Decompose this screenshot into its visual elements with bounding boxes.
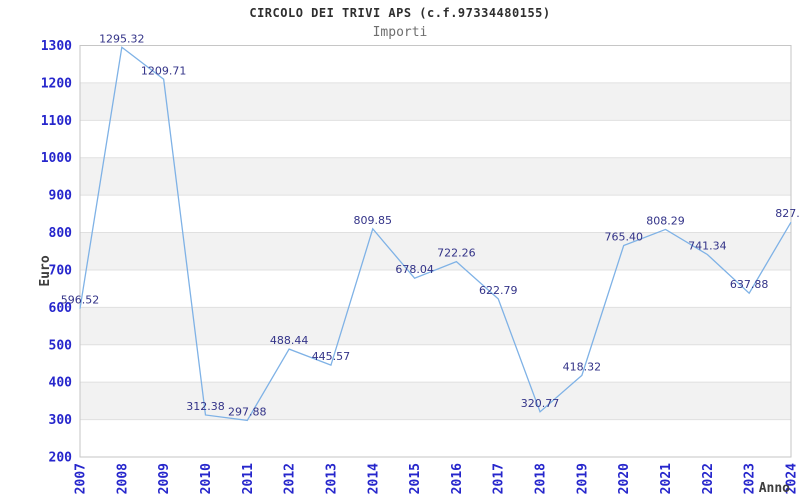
plot-band [80, 82, 791, 121]
plot-band [80, 382, 791, 420]
x-tick-label: 2018 [534, 463, 549, 494]
y-tick-label: 400 [49, 376, 73, 391]
plot-band [80, 307, 791, 345]
chart-subtitle: Importi [372, 25, 428, 40]
x-axis-title: Anno [759, 481, 790, 496]
point-label: 297.88 [228, 405, 267, 418]
point-label: 622.79 [479, 284, 518, 297]
y-tick-label: 300 [49, 413, 73, 428]
point-label: 827.8 [775, 207, 800, 220]
chart-title: CIRCOLO DEI TRIVI APS (c.f.97334480155) [249, 6, 551, 20]
point-label: 678.04 [395, 263, 434, 276]
point-label: 741.34 [688, 239, 727, 252]
y-tick-label: 500 [49, 338, 73, 353]
point-label: 488.44 [270, 334, 309, 347]
data-line [79, 46, 792, 422]
plot-border [79, 45, 792, 458]
x-tick-label: 2022 [701, 463, 716, 494]
x-tick-label: 2020 [617, 463, 632, 494]
point-label: 445.57 [312, 350, 351, 363]
x-tick-label: 2017 [492, 463, 507, 494]
point-label: 722.26 [437, 247, 476, 260]
x-tick-label: 2007 [74, 463, 89, 494]
y-tick-label: 600 [49, 301, 73, 316]
x-tick-label: 2008 [115, 463, 130, 494]
y-tick-label: 700 [49, 263, 73, 278]
point-label: 596.52 [61, 294, 100, 307]
point-label: 312.38 [186, 400, 225, 413]
y-tick-label: 1200 [41, 76, 72, 91]
y-tick-label: 900 [49, 189, 73, 204]
x-tick-label: 2023 [743, 463, 758, 494]
x-tick-label: 2015 [408, 463, 423, 494]
point-label: 809.85 [354, 214, 393, 227]
point-label: 637.88 [730, 278, 769, 291]
x-tick-label: 2016 [450, 463, 465, 494]
point-label: 1295.32 [99, 32, 145, 45]
x-tick-label: 2021 [659, 463, 674, 494]
point-label: 1209.71 [141, 64, 187, 77]
x-tick-label: 2012 [283, 463, 298, 494]
y-axis-title: Euro [38, 255, 53, 286]
y-tick-label: 200 [49, 451, 73, 466]
x-tick-label: 2009 [157, 463, 172, 494]
x-tick-label: 2010 [199, 463, 214, 494]
y-tick-label: 800 [49, 226, 73, 241]
point-label: 808.29 [646, 214, 685, 227]
x-tick-label: 2013 [324, 463, 339, 494]
y-tick-label: 1300 [41, 39, 72, 54]
point-label: 320.77 [521, 397, 560, 410]
point-label: 765.40 [604, 230, 643, 243]
y-tick-label: 1000 [41, 151, 72, 166]
plot-band [80, 157, 791, 196]
x-tick-label: 2014 [366, 463, 381, 494]
plot-band [80, 232, 791, 270]
y-tick-label: 1100 [41, 114, 72, 129]
x-tick-label: 2011 [241, 463, 256, 494]
x-tick-label: 2024 [785, 463, 800, 494]
x-tick-label: 2019 [575, 463, 590, 494]
point-label: 418.32 [563, 360, 602, 373]
